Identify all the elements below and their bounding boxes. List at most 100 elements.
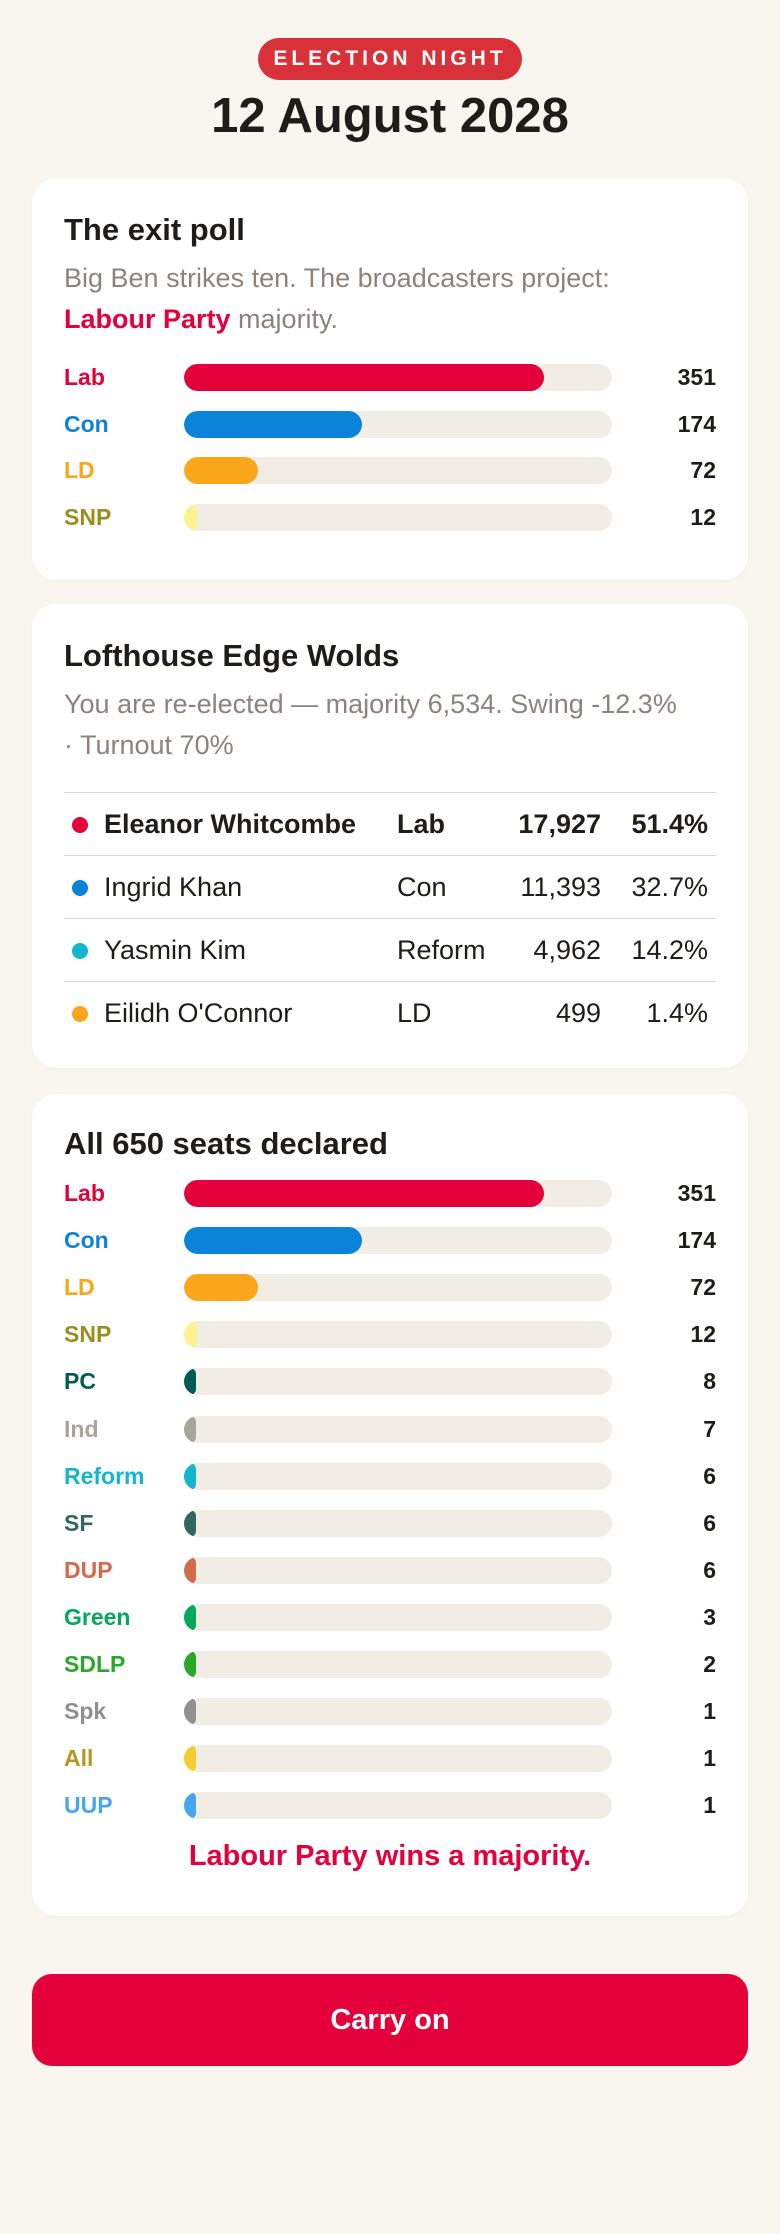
bar-track xyxy=(184,410,612,438)
exit-poll-subtitle-prefix: Big Ben strikes ten. The broadcasters pr… xyxy=(64,263,610,293)
bar-track xyxy=(184,1180,612,1207)
bar-label: Green xyxy=(64,1603,131,1630)
candidate-name: Yasmin Kim xyxy=(104,935,247,965)
bar-value: 6 xyxy=(703,1509,716,1536)
bar-track xyxy=(184,364,612,391)
bar-fill xyxy=(184,1603,196,1631)
bar-label: DUP xyxy=(64,1556,113,1583)
bar-fill xyxy=(184,1368,196,1396)
bar-label: Reform xyxy=(64,1462,145,1489)
bar-fill xyxy=(184,1180,544,1207)
bar-track xyxy=(184,457,612,485)
carry-on-button[interactable]: Carry on xyxy=(32,1974,748,2066)
bar-label: Spk xyxy=(64,1698,107,1725)
bar-row-dup: DUP 6 xyxy=(64,1555,716,1585)
bar-fill xyxy=(184,1415,196,1443)
page-title-date: 12 August 2028 xyxy=(211,89,569,143)
bar-label: PC xyxy=(64,1368,96,1395)
bar-value: 1 xyxy=(703,1792,716,1819)
candidate-share: 51.4% xyxy=(631,809,708,839)
bar-track xyxy=(184,1227,612,1255)
bar-track xyxy=(184,1462,612,1490)
candidate-party: Reform xyxy=(397,935,486,965)
bar-track xyxy=(184,1745,612,1773)
bar-row-con: Con 174 xyxy=(64,1225,716,1255)
declared-card: All 650 seats declared Lab 351 Con 174 LD 72 S… xyxy=(32,1094,748,1916)
bar-value: 12 xyxy=(690,504,716,531)
candidate-share: 32.7% xyxy=(631,872,708,902)
bar-track xyxy=(184,1509,612,1537)
candidate-votes: 11,393 xyxy=(520,872,601,902)
bar-value: 174 xyxy=(677,410,716,437)
bar-value: 12 xyxy=(690,1321,716,1348)
constituency-card: Lofthouse Edge Wolds You are re-elected … xyxy=(32,604,748,1068)
candidate-name: Eleanor Whitcombe xyxy=(104,809,357,839)
bar-track xyxy=(184,1603,612,1631)
exit-poll-subtitle: Big Ben strikes ten. The broadcasters pr… xyxy=(64,258,688,340)
bar-value: 7 xyxy=(703,1415,716,1442)
bar-value: 6 xyxy=(703,1556,716,1583)
bar-row-uup: UUP 1 xyxy=(64,1790,716,1820)
bar-track xyxy=(184,1698,612,1726)
bar-value: 1 xyxy=(703,1698,716,1725)
results-table: Eleanor Whitcombe Lab 17,927 51.4% Ingrid Kh… xyxy=(64,792,716,1044)
bar-track xyxy=(184,1368,612,1396)
bar-fill xyxy=(184,1321,197,1349)
bar-fill xyxy=(184,410,363,438)
election-night-badge: ELECTION NIGHT xyxy=(258,38,522,80)
bar-row-lab: Lab 351 xyxy=(64,362,716,392)
bar-row-snp: SNP 12 xyxy=(64,1319,716,1349)
bar-fill xyxy=(184,1698,196,1726)
bar-row-green: Green 3 xyxy=(64,1602,716,1632)
bar-fill xyxy=(184,1274,258,1302)
candidate-row: Eilidh O'Connor LD 499 1.4% xyxy=(64,981,716,1044)
bar-track xyxy=(184,1556,612,1584)
bar-value: 174 xyxy=(677,1227,716,1254)
bar-fill xyxy=(184,1651,196,1678)
bar-value: 351 xyxy=(677,1180,716,1206)
exit-poll-card: The exit poll Big Ben strikes ten. The b… xyxy=(32,178,748,580)
bar-row-con: Con 174 xyxy=(64,409,716,439)
exit-poll-title: The exit poll xyxy=(64,212,245,247)
bar-track xyxy=(184,1274,612,1302)
party-color-dot xyxy=(72,943,88,959)
bar-fill xyxy=(184,1227,363,1255)
bar-row-spk: Spk 1 xyxy=(64,1696,716,1726)
declared-title: All 650 seats declared xyxy=(64,1126,388,1161)
projected-party: Labour Party xyxy=(64,304,231,334)
candidate-party: Lab xyxy=(397,809,446,839)
bar-value: 351 xyxy=(677,364,716,390)
bar-label: Con xyxy=(64,410,109,437)
candidate-name: Eilidh O'Connor xyxy=(104,998,293,1028)
bar-track xyxy=(184,504,612,532)
result-banner: Labour Party wins a majority. xyxy=(188,1840,592,1872)
bar-row-ld: LD 72 xyxy=(64,1272,716,1302)
bar-label: SF xyxy=(64,1509,94,1536)
bar-label: Lab xyxy=(64,364,105,390)
bar-fill xyxy=(184,1792,196,1820)
constituency-subtitle: You are re-elected — majority 6,534. Swi… xyxy=(64,689,677,760)
exit-poll-subtitle-suffix: majority. xyxy=(230,304,339,334)
candidate-row: Yasmin Kim Reform 4,962 14.2% xyxy=(64,918,716,981)
bar-fill xyxy=(184,457,258,485)
bar-row-ind: Ind 7 xyxy=(64,1414,716,1444)
candidate-votes: 17,927 xyxy=(518,809,601,839)
bar-fill xyxy=(184,504,197,532)
candidate-row: Eleanor Whitcombe Lab 17,927 51.4% xyxy=(64,792,716,855)
bar-value: 72 xyxy=(690,457,716,484)
bar-fill xyxy=(184,1745,196,1773)
bar-row-reform: Reform 6 xyxy=(64,1461,716,1491)
bar-value: 2 xyxy=(703,1651,716,1677)
candidate-votes: 4,962 xyxy=(533,935,601,965)
candidate-votes: 499 xyxy=(555,998,601,1028)
bar-label: SNP xyxy=(64,1321,112,1348)
bar-fill xyxy=(184,1462,196,1490)
bar-fill xyxy=(184,1556,196,1584)
bar-value: 72 xyxy=(690,1274,716,1301)
bar-label: Lab xyxy=(64,1180,105,1206)
bar-row-all: All 1 xyxy=(64,1743,716,1773)
bar-row-snp: SNP 12 xyxy=(64,502,716,532)
party-color-dot xyxy=(72,817,88,833)
bar-value: 6 xyxy=(703,1462,716,1489)
bar-fill xyxy=(184,1509,196,1537)
